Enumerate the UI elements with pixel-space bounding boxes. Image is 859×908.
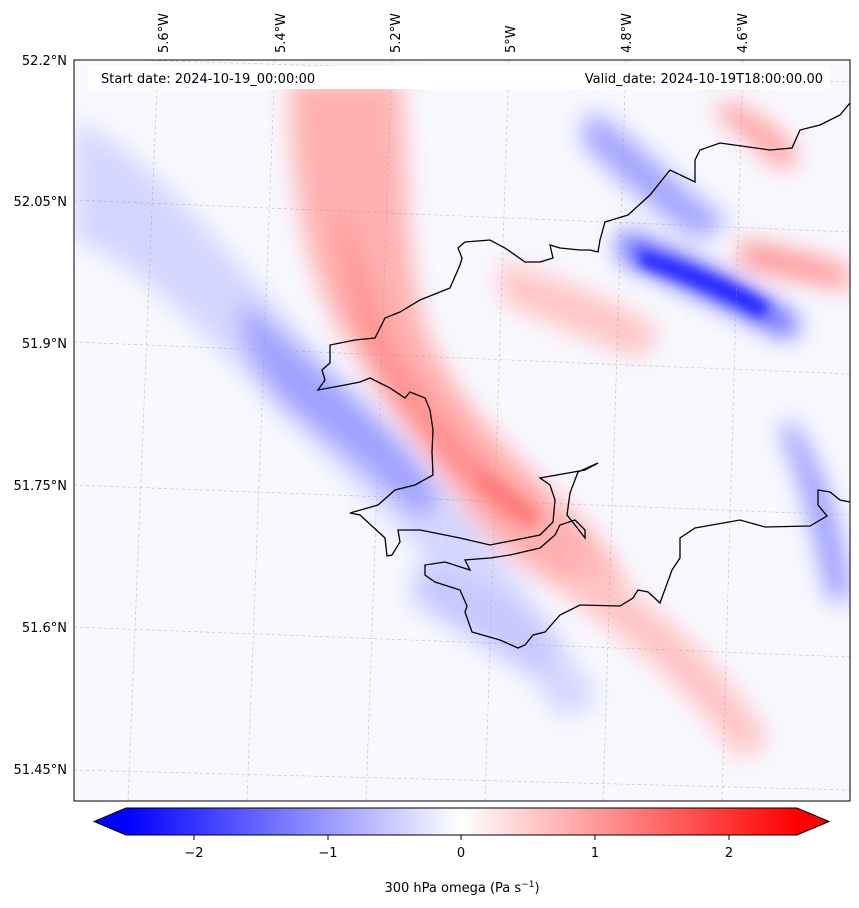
field-red-core — [340, 200, 540, 530]
header-box: Start date: 2024-10-19_00:00:00 Valid_da… — [88, 66, 830, 89]
field-blue-intense — [640, 250, 770, 318]
field-red-east — [500, 260, 660, 360]
colorbar-outline — [92, 807, 831, 836]
gridlines — [74, 60, 850, 801]
field-blue-ne — [580, 110, 730, 240]
lon-tick-label: 5°W — [504, 25, 519, 53]
colorbar-tick-label: 1 — [591, 846, 599, 861]
colorbar-extend-min — [94, 808, 126, 835]
lon-tick-label: 5.2°W — [389, 13, 404, 53]
field-blue-core — [240, 300, 440, 520]
lon-tick-label: 4.8°W — [620, 13, 635, 53]
colorbar-label: 300 hPa omega (Pa s−1) — [384, 880, 539, 896]
lon-tick-label: 4.6°W — [736, 13, 751, 53]
latitude-ticks: 52.2°N 52.05°N 51.9°N 51.75°N 51.6°N 51.… — [14, 54, 67, 778]
lat-tick-label: 51.9°N — [22, 337, 67, 352]
field-red-band — [290, 80, 628, 620]
lon-tick-label: 5.4°W — [274, 13, 289, 53]
field-blue-south — [410, 560, 560, 680]
lat-tick-label: 51.45°N — [14, 763, 67, 778]
colorbar-body — [126, 808, 797, 835]
field-red-se — [570, 560, 770, 760]
colorbar-tick-label: 0 — [457, 846, 465, 861]
lat-tick-label: 51.6°N — [22, 621, 67, 636]
map-frame — [73, 59, 851, 802]
start-date-label: Start date: 2024-10-19_00:00:00 — [101, 72, 315, 87]
map-panel — [74, 60, 850, 801]
colorbar: −2 −1 0 1 2 300 hPa omega (Pa s−1) — [92, 807, 831, 896]
colorbar-tick-label: −1 — [318, 846, 337, 861]
colorbar-extend-max — [797, 808, 829, 835]
coastline — [316, 102, 850, 649]
longitude-ticks: 5.6°W 5.4°W 5.2°W 5°W 4.8°W 4.6°W — [157, 13, 751, 53]
field-red-e — [740, 240, 850, 290]
field-blue-far-e — [780, 420, 850, 600]
colorbar-tick-label: −2 — [184, 846, 203, 861]
lat-tick-label: 52.2°N — [22, 54, 67, 69]
lat-tick-label: 51.75°N — [14, 479, 67, 494]
lon-tick-label: 5.6°W — [157, 13, 172, 53]
lat-tick-label: 52.05°N — [14, 195, 67, 210]
colorbar-tick-marks — [193, 835, 730, 840]
field-red-intense — [475, 470, 540, 528]
field-red-ne — [720, 100, 800, 170]
coastline-north — [316, 102, 850, 649]
valid-date-label: Valid_date: 2024-10-19T18:00:00.00 — [585, 72, 823, 87]
colorbar-tick-label: 2 — [725, 846, 733, 861]
